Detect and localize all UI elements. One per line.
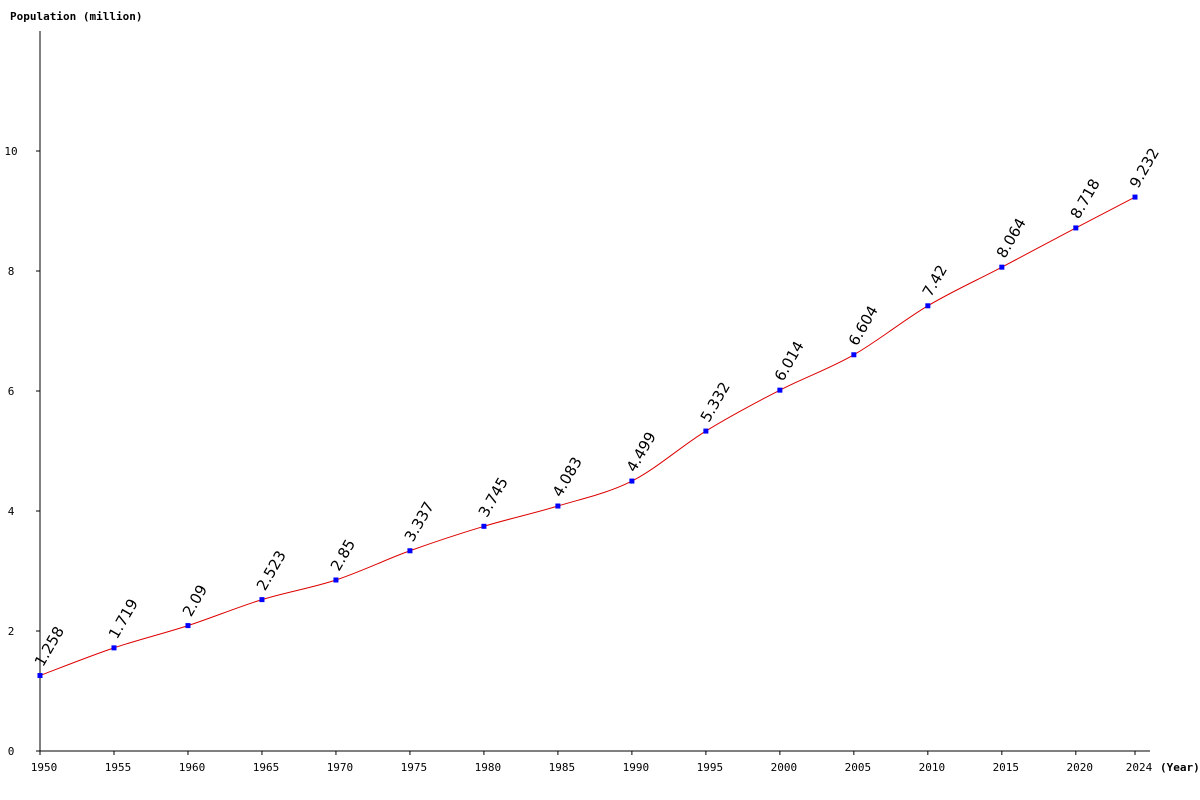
x-tick-label: 1985	[549, 761, 576, 774]
data-point	[1132, 194, 1138, 200]
data-point	[703, 428, 709, 434]
data-point	[555, 503, 561, 509]
data-label: 2.523	[253, 547, 290, 593]
data-point	[851, 352, 857, 358]
data-label: 9.232	[1126, 145, 1163, 191]
data-point	[777, 387, 783, 393]
x-axis-title: (Year)	[1160, 761, 1200, 774]
x-tick-label: 1980	[475, 761, 502, 774]
x-tick-label: 1960	[179, 761, 206, 774]
series-line	[39, 196, 1136, 676]
x-tick-label: 1970	[327, 761, 354, 774]
x-tick-label: 1950	[31, 761, 58, 774]
x-tick-label: 1955	[105, 761, 132, 774]
data-label: 8.718	[1067, 176, 1104, 222]
y-tick-label: 10	[4, 145, 17, 158]
data-point	[111, 645, 117, 651]
y-axis-title: Population (million)	[10, 10, 142, 23]
x-tick-label: 2015	[993, 761, 1020, 774]
data-label: 1.258	[31, 623, 68, 669]
data-label: 2.09	[179, 582, 211, 620]
y-tick-label: 4	[8, 505, 15, 518]
x-tick-label: 2010	[919, 761, 946, 774]
x-tick-label: 2020	[1067, 761, 1094, 774]
x-tick-label: 1965	[253, 761, 280, 774]
data-label: 3.337	[401, 499, 438, 545]
x-tick-label: 1990	[623, 761, 650, 774]
data-label: 1.719	[105, 596, 142, 642]
data-label: 4.083	[549, 454, 586, 500]
data-point	[37, 673, 43, 679]
y-tick-label: 2	[8, 625, 15, 638]
data-point	[185, 623, 191, 629]
y-tick-label: 8	[8, 265, 15, 278]
y-tick-label: 0	[8, 745, 15, 758]
data-markers	[37, 194, 1138, 679]
data-point	[999, 264, 1005, 270]
data-label: 7.42	[919, 262, 951, 300]
data-point	[259, 597, 265, 603]
y-tick-label: 6	[8, 385, 15, 398]
axes: 0 2 4 6 8 10 1950 1955 1960 1965 1970 1975 1980 1985 1…	[4, 31, 1153, 774]
data-labels: 1.258 1.719 2.09 2.523 2.85 3.337 3.745 4.083 4.…	[31, 145, 1163, 670]
data-point	[925, 303, 931, 309]
x-tick-label: 2000	[771, 761, 798, 774]
data-label: 6.604	[845, 303, 882, 349]
data-label: 4.499	[623, 429, 660, 475]
x-tick-label: 1975	[401, 761, 428, 774]
x-tick-label: 2024	[1126, 761, 1153, 774]
data-label: 3.745	[475, 474, 512, 520]
series-line-group	[39, 196, 1136, 676]
data-point	[333, 577, 339, 583]
data-point	[1073, 225, 1079, 231]
data-label: 8.064	[993, 215, 1030, 261]
data-point	[629, 478, 635, 484]
data-point	[481, 523, 487, 529]
data-label: 2.85	[327, 536, 359, 574]
x-tick-label: 1995	[697, 761, 724, 774]
x-tick-label: 2005	[845, 761, 872, 774]
data-label: 6.014	[771, 338, 808, 384]
data-point	[407, 548, 413, 554]
